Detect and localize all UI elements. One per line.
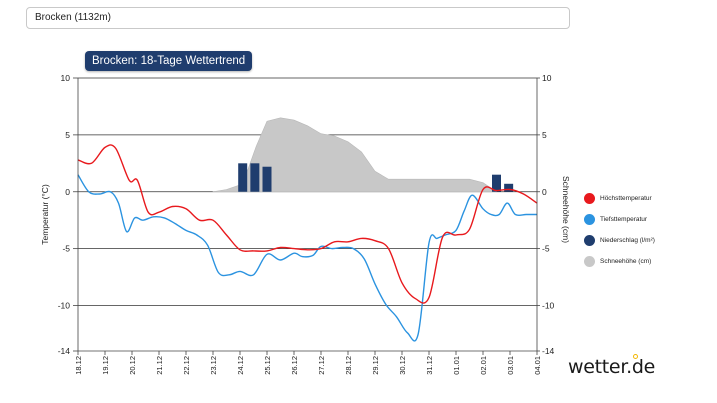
x-tick-label: 31.12 [425,356,434,375]
x-tick-label: 19.12 [101,356,110,375]
chart-legend: Höchsttemperatur Tiefsttemperatur Nieder… [584,188,704,272]
x-tick-label: 24.12 [236,356,245,375]
y2-tick-label: 5 [542,130,547,140]
location-selector[interactable]: Brocken (1132m) [26,7,570,29]
precip-bar [504,183,514,192]
y-tick-label: 0 [65,187,70,197]
y2-tick-label: 0 [542,187,547,197]
legend-item-min[interactable]: Tiefsttemperatur [584,209,704,230]
axes: 10 10 5 5 0 0 -5 -5 -10 -10 -14 -14 Temperatur (°C) S… [40,73,571,375]
x-tick-label: 28.12 [344,356,353,375]
brand-logo[interactable]: wetter.de [568,356,655,378]
legend-dot-max [584,193,595,204]
legend-item-max[interactable]: Höchsttemperatur [584,188,704,209]
y2-tick-label: 10 [542,73,552,83]
precip-bar [250,163,260,192]
legend-label-min: Tiefsttemperatur [600,216,648,223]
x-tick-label: 20.12 [128,356,137,375]
min-temp-line [77,174,537,342]
x-tick-label: 27.12 [317,356,326,375]
y-tick-label: 10 [61,73,71,83]
y-tick-label: 5 [65,130,70,140]
temp-lines [77,144,538,342]
x-tick-label: 04.01 [533,356,542,375]
x-tick-label: 29.12 [371,356,380,375]
legend-item-precip[interactable]: Niederschlag (l/m²) [584,230,704,251]
x-tick-label: 18.12 [74,356,83,375]
y-tick-label: -10 [58,301,71,311]
x-tick-label: 03.01 [506,356,515,375]
x-tick-label: 25.12 [263,356,272,375]
y-tick-label: -14 [58,346,71,356]
x-tick-label: 21.12 [155,356,164,375]
legend-item-snow[interactable]: Schneehöhe (cm) [584,251,704,272]
y2-axis-title: Schneehöhe (cm) [561,176,571,243]
x-tick-label: 23.12 [209,356,218,375]
y-tick-label: -5 [62,244,70,254]
y-axis-title: Temperatur (°C) [40,184,50,245]
y2-tick-label: -14 [542,346,555,356]
chart-title: Brocken: 18-Tage Wettertrend [85,51,253,71]
legend-label-precip: Niederschlag (l/m²) [600,237,655,244]
precip-bar [262,166,272,192]
x-tick-label: 30.12 [398,356,407,375]
legend-dot-min [584,214,595,225]
legend-dot-snow [584,256,595,267]
snow-area-path [212,117,497,193]
precip-bar [238,163,248,192]
snow-area [212,117,497,193]
precip-bar [492,174,501,192]
legend-dot-precip [584,235,595,246]
y2-tick-label: -10 [542,301,555,311]
x-tick-label: 22.12 [182,356,191,375]
brand-logo-dot [633,354,638,359]
x-tick-label: 01.01 [452,356,461,375]
x-tick-label: 26.12 [290,356,299,375]
precip-bars [238,163,514,192]
legend-label-snow: Schneehöhe (cm) [600,258,652,265]
y2-tick-label: -5 [542,244,550,254]
x-tick-label: 02.01 [479,356,488,375]
max-temp-line [77,144,538,304]
legend-label-max: Höchsttemperatur [600,195,652,202]
